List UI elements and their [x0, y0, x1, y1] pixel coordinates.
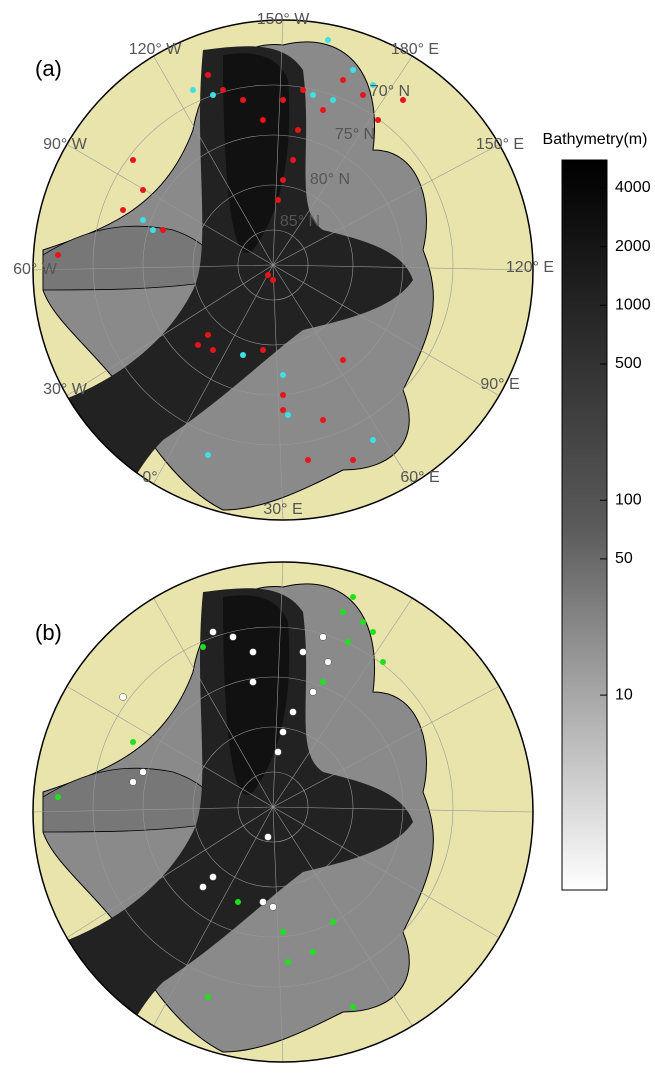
longitude-label: 120° E [506, 259, 554, 276]
stations [55, 594, 386, 1010]
longitude-label: 150° W [257, 11, 311, 28]
longitude-label: 120° W [129, 41, 183, 58]
colorbar-tick-label: 2000 [615, 238, 651, 255]
latitude-label: 85° N [280, 213, 320, 230]
panel-label: (b) [35, 620, 62, 645]
stations [55, 72, 406, 463]
stations [119, 628, 332, 911]
longitude-label: 90° E [480, 376, 519, 393]
colorbar: Bathymetry(m) 10 50 100 500 1000 2000 4000 [543, 131, 651, 891]
colorbar-title: Bathymetry(m) [543, 131, 648, 148]
stations [140, 37, 376, 458]
latitude-label: 80° N [310, 171, 350, 188]
panel-b: (b) [23, 552, 543, 1072]
longitude-label: 150° E [476, 136, 524, 153]
colorbar-tick-label: 4000 [615, 179, 651, 196]
latitude-label: 75° N [335, 126, 375, 143]
colorbar-bar [561, 159, 608, 891]
colorbar-tick-label: 1000 [615, 297, 651, 314]
colorbar-tick-label: 50 [615, 550, 633, 567]
longitude-label: 60° E [400, 469, 439, 486]
longitude-label: 90° W [43, 136, 88, 153]
colorbar-tick-label: 10 [615, 686, 633, 703]
colorbar-tick-label: 500 [615, 355, 642, 372]
longitude-label: 30° W [43, 381, 88, 398]
longitude-label: 180° E [391, 41, 439, 58]
longitude-label: 60° W [13, 261, 58, 278]
colorbar-tick-label: 100 [615, 491, 642, 508]
longitude-label: 0° [142, 469, 157, 486]
map [23, 10, 543, 530]
map [23, 552, 543, 1072]
longitude-label: 30° E [263, 501, 302, 518]
latitude-label: 70° N [370, 83, 410, 100]
